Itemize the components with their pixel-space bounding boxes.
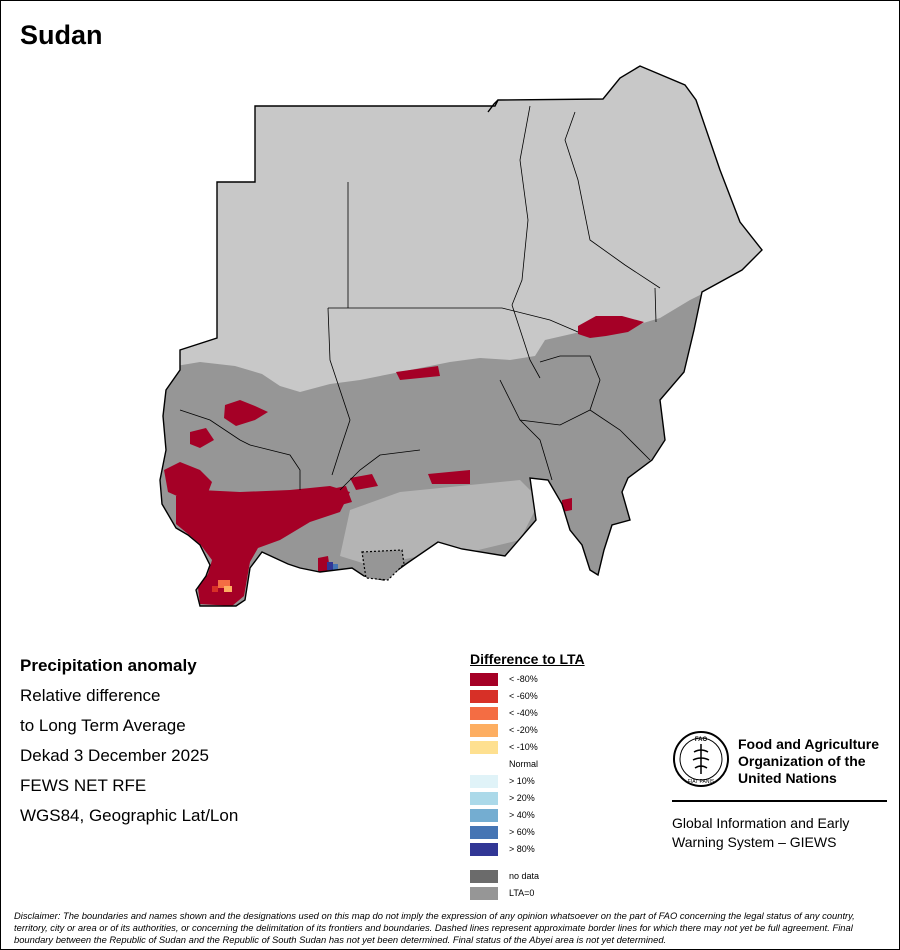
- legend-item-label: > 60%: [509, 827, 535, 837]
- legend-item-swatch: [470, 758, 498, 771]
- legend-item-swatch: [470, 673, 498, 686]
- legend-item-row: < -60%: [470, 689, 670, 706]
- fao-logo-bottom-text: FIAT PANIS: [688, 779, 715, 785]
- moderate-deficit-areas: [212, 580, 232, 592]
- legend-items: < -80% < -60% < -40% < -20% < -10% Normal > 10…: [470, 672, 670, 859]
- legend-extra-swatch: [470, 870, 498, 883]
- fao-divider: [672, 800, 887, 802]
- island-shape: [487, 99, 499, 113]
- legend-item-row: < -10%: [470, 740, 670, 757]
- fao-logo-top-text: FAO: [695, 737, 708, 743]
- info-period: Dekad 3 December 2025: [20, 746, 210, 765]
- disclaimer: Disclaimer: The boundaries and names sho…: [14, 910, 855, 945]
- legend-item-swatch: [470, 792, 498, 805]
- legend-extra-label: no data: [509, 871, 540, 881]
- map-title: Sudan: [20, 20, 103, 50]
- above-average-areas: [327, 562, 338, 570]
- legend-item-label: < -40%: [509, 708, 538, 718]
- legend-item-label: > 40%: [509, 810, 535, 820]
- legend-extra-row: no data: [470, 869, 670, 886]
- info-projection: WGS84, Geographic Lat/Lon: [20, 806, 239, 825]
- giews-name: Global Information and Early Warning Sys…: [672, 814, 849, 852]
- legend-item-row: > 80%: [470, 842, 670, 859]
- info-source: FEWS NET RFE: [20, 776, 147, 795]
- state-borders: [179, 105, 661, 491]
- abyei-area: [361, 549, 405, 581]
- legend-item-row: > 40%: [470, 808, 670, 825]
- legend-item-row: > 20%: [470, 791, 670, 808]
- legend-item-row: < -20%: [470, 723, 670, 740]
- legend-item-swatch: [470, 775, 498, 788]
- lta-light-band: [340, 480, 540, 566]
- legend-item-label: < -20%: [509, 725, 538, 735]
- legend-item-label: < -80%: [509, 674, 538, 684]
- legend-item-swatch: [470, 724, 498, 737]
- legend-item-label: > 10%: [509, 776, 535, 786]
- map-info-block: Precipitation anomaly Relative differenc…: [20, 655, 238, 835]
- legend-extra-label: LTA=0: [509, 888, 535, 898]
- giews-line2: Warning System – GIEWS: [672, 834, 837, 850]
- sudan-map: [159, 65, 763, 607]
- legend-item-swatch: [470, 690, 498, 703]
- fao-name: Food and Agriculture Organization of the…: [738, 736, 879, 787]
- fao-logo-icon: FAO FIAT PANIS: [673, 731, 729, 787]
- legend-item-label: Normal: [509, 759, 539, 769]
- legend: Difference to LTA < -80% < -60% < -40% < -2…: [470, 651, 670, 903]
- legend-extra-items: no data LTA=0: [470, 869, 670, 903]
- legend-item-row: > 10%: [470, 774, 670, 791]
- fao-name-line3: United Nations: [738, 770, 837, 786]
- legend-title: Difference to LTA: [470, 651, 585, 667]
- fao-name-line2: Organization of the: [738, 753, 866, 769]
- info-line2: to Long Term Average: [20, 716, 186, 735]
- info-line1: Relative difference: [20, 686, 161, 705]
- legend-extra-row: LTA=0: [470, 886, 670, 903]
- legend-item-swatch: [470, 826, 498, 839]
- legend-item-swatch: [470, 707, 498, 720]
- severe-deficit-areas: [164, 316, 644, 606]
- legend-item-label: < -10%: [509, 742, 538, 752]
- legend-item-label: > 20%: [509, 793, 535, 803]
- legend-item-swatch: [470, 843, 498, 856]
- fao-name-line1: Food and Agriculture: [738, 736, 880, 752]
- legend-item-swatch: [470, 741, 498, 754]
- legend-item-row: Normal: [470, 757, 670, 774]
- legend-item-label: < -60%: [509, 691, 538, 701]
- legend-item-label: > 80%: [509, 844, 535, 854]
- giews-line1: Global Information and Early: [672, 815, 850, 831]
- legend-item-row: > 60%: [470, 825, 670, 842]
- legend-item-row: < -40%: [470, 706, 670, 723]
- legend-item-row: < -80%: [470, 672, 670, 689]
- legend-item-swatch: [470, 809, 498, 822]
- legend-extra-swatch: [470, 887, 498, 900]
- info-heading: Precipitation anomaly: [20, 656, 197, 675]
